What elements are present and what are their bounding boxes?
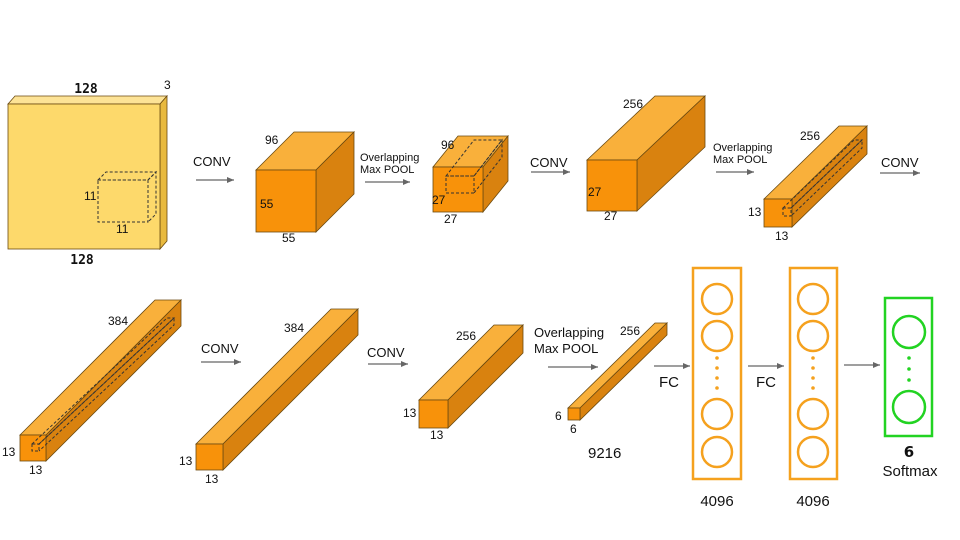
layer-1-width: 55 xyxy=(282,231,296,245)
fc-1-neuron xyxy=(700,282,734,316)
input-width-top: 128 xyxy=(74,82,98,97)
fc-1-units: 4096 xyxy=(700,493,733,510)
kernel-height: 11 xyxy=(84,189,97,203)
layer-3-volume xyxy=(585,95,707,212)
output-label: Softmax xyxy=(882,463,938,480)
softmax-ellipsis xyxy=(907,356,911,382)
layer-7-height: 13 xyxy=(403,406,417,420)
layer-4-height: 13 xyxy=(748,205,762,219)
layer-2-depth: 96 xyxy=(441,138,455,152)
input-volume-top xyxy=(7,95,168,105)
layer-6-width: 13 xyxy=(205,472,219,486)
op-fc-1: FC xyxy=(659,374,679,391)
layer-8-depth: 256 xyxy=(620,324,640,338)
input-depth: 3 xyxy=(164,78,171,92)
layer-6-depth: 384 xyxy=(284,321,304,335)
softmax-neuron xyxy=(891,389,927,425)
layer-2-volume xyxy=(432,134,509,214)
layer-5-width: 13 xyxy=(29,463,43,477)
fc-1-neuron xyxy=(700,397,734,431)
layer-3-height: 27 xyxy=(588,185,602,199)
input-volume-side xyxy=(159,94,168,251)
fc-2-neuron xyxy=(796,397,830,431)
op-conv-3: CONV xyxy=(881,155,919,170)
layer-2-width: 27 xyxy=(444,212,458,226)
op-pool-1-line2: Max POOL xyxy=(360,164,414,176)
layer-5-volume xyxy=(19,299,182,462)
fc-layer-1 xyxy=(691,266,743,481)
layer-5-depth: 384 xyxy=(108,314,128,328)
layer-2-height: 27 xyxy=(432,193,446,207)
layer-1-height: 55 xyxy=(260,197,274,211)
fc-2-neuron xyxy=(796,435,830,469)
input-volume-front xyxy=(7,103,161,250)
layer-7-depth: 256 xyxy=(456,329,476,343)
op-fc-2: FC xyxy=(756,374,776,391)
op-pool-3-line2: Max POOL xyxy=(534,341,598,356)
layer-8-width: 6 xyxy=(570,422,577,436)
input-volume xyxy=(7,94,168,251)
fc-2-neuron xyxy=(796,319,830,353)
fc-1-neuron xyxy=(700,435,734,469)
layer-1-depth: 96 xyxy=(265,133,279,147)
layer-7-width: 13 xyxy=(430,428,444,442)
layer-4-depth: 256 xyxy=(800,129,820,143)
op-pool-2-line1: Overlapping xyxy=(713,142,772,154)
fc-1-neuron xyxy=(700,319,734,353)
input-kernel xyxy=(96,170,158,223)
layer-6-volume xyxy=(195,308,359,471)
op-pool-2-line2: Max POOL xyxy=(713,154,767,166)
fc-2-ellipsis xyxy=(811,356,815,390)
layer-7-volume xyxy=(418,324,524,429)
op-pool-1-line1: Overlapping xyxy=(360,152,419,164)
layer-6-height: 13 xyxy=(179,454,193,468)
layer-1-volume xyxy=(255,131,355,233)
op-conv-4: CONV xyxy=(201,341,239,356)
fc-1-ellipsis xyxy=(715,356,719,390)
layer-4-volume xyxy=(763,125,868,228)
softmax-neuron xyxy=(891,314,927,350)
op-conv-2: CONV xyxy=(530,155,568,170)
input-width-bottom: 128 xyxy=(70,253,94,268)
kernel-width: 11 xyxy=(116,222,129,236)
output-units: 6 xyxy=(904,443,914,461)
layer-3-depth: 256 xyxy=(623,97,643,111)
fc-layer-2 xyxy=(788,266,839,481)
op-conv-5: CONV xyxy=(367,345,405,360)
flatten-size: 9216 xyxy=(588,445,621,462)
layer-8-height: 6 xyxy=(555,409,562,423)
layer-3-width: 27 xyxy=(604,209,618,223)
layer-4-width: 13 xyxy=(775,229,789,243)
softmax-layer xyxy=(883,296,934,438)
fc-2-neuron xyxy=(796,282,830,316)
layer-5-height: 13 xyxy=(2,445,16,459)
op-pool-3-line1: Overlapping xyxy=(534,325,604,340)
op-conv-1: CONV xyxy=(193,154,231,169)
fc-2-units: 4096 xyxy=(796,493,829,510)
layer-8-volume xyxy=(567,322,668,421)
